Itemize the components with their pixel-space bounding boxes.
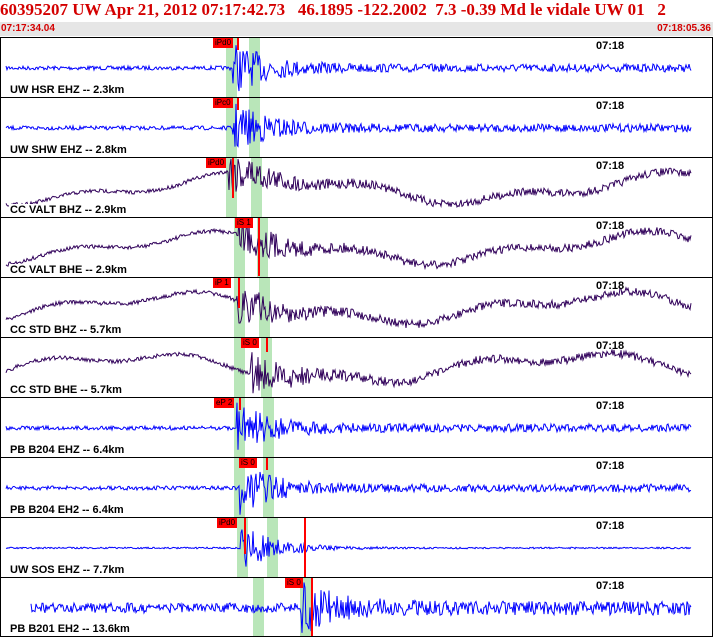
station-label: PB B204 EHZ -- 6.4km	[9, 444, 126, 456]
s-window-band	[249, 38, 260, 97]
pick-marker[interactable]: iP 1	[213, 278, 231, 288]
waveform-trace	[30, 582, 692, 633]
trace-panel-4[interactable]: iS 1 07:18 CC VALT BHE -- 2.9km	[0, 217, 713, 277]
pick-marker[interactable]: iS 0	[239, 458, 257, 468]
trace-panel-5[interactable]: iP 1 07:18 CC STD BHZ -- 5.7km	[0, 277, 713, 337]
end-time: 07:18:05.36	[657, 23, 711, 34]
s-window-band	[267, 518, 278, 577]
trace-panel-1[interactable]: iPd0 07:18 UW HSR EHZ -- 2.3km	[0, 37, 713, 97]
pick-line	[244, 518, 246, 554]
pick-marker[interactable]: iS 1	[235, 218, 253, 228]
trace-panel-10[interactable]: iS 0 07:18 PB B201 EH2 -- 13.6km	[0, 577, 713, 637]
p-window-band	[237, 518, 248, 577]
s-window-band	[251, 158, 262, 217]
header-bar: 60395207 UW Apr 21, 2012 07:17:42.73 46.…	[0, 0, 715, 37]
start-time: 07:17:34.04	[1, 23, 55, 34]
s-window-band	[261, 338, 272, 397]
station-label: CC VALT BHZ -- 2.9km	[9, 204, 128, 216]
trace-panel-3[interactable]: iPd0 07:18 CC VALT BHZ -- 2.9km	[0, 157, 713, 217]
s-window-band	[263, 458, 274, 517]
station-label: PB B204 EH2 -- 6.4km	[9, 504, 125, 516]
pick-line	[311, 578, 313, 636]
waveform-trace	[5, 158, 692, 209]
pick-line	[237, 38, 239, 50]
trace-panel-9[interactable]: iPd0 07:18 UW SOS EHZ -- 7.7km	[0, 517, 713, 577]
time-tick-label: 07:18	[596, 400, 625, 412]
waveform-trace	[5, 286, 692, 329]
pick-marker[interactable]: iS 0	[285, 578, 303, 588]
waveform-trace	[5, 349, 692, 394]
station-label: CC STD BHE -- 5.7km	[9, 384, 123, 396]
trace-panel-2[interactable]: iPc0 07:18 UW SHW EHZ -- 2.8km	[0, 97, 713, 157]
pick-marker[interactable]: iPc0	[213, 98, 233, 108]
time-tick-label: 07:18	[596, 520, 625, 532]
event-title: 60395207 UW Apr 21, 2012 07:17:42.73 46.…	[0, 0, 666, 19]
p-window-band	[234, 218, 245, 277]
secondary-pick-line	[304, 518, 306, 577]
station-label: UW HSR EHZ -- 2.3km	[9, 84, 126, 96]
s-window-band	[249, 98, 260, 157]
trace-panel-7[interactable]: eP 2 07:18 PB B204 EHZ -- 6.4km	[0, 397, 713, 457]
station-label: PB B201 EH2 -- 13.6km	[9, 623, 131, 635]
pick-line	[238, 278, 240, 308]
station-label: UW SOS EHZ -- 7.7km	[9, 564, 126, 576]
pick-line	[237, 98, 239, 110]
trace-panel-6[interactable]: iS 0 07:18 CC STD BHE -- 5.7km	[0, 337, 713, 397]
time-tick-label: 07:18	[596, 580, 625, 592]
time-tick-label: 07:18	[596, 160, 625, 172]
pick-marker[interactable]: iPd0	[213, 38, 234, 48]
pick-line	[258, 218, 260, 276]
pick-marker[interactable]: iPd0	[217, 518, 238, 528]
p-window-band	[226, 98, 237, 157]
time-tick-label: 07:18	[596, 100, 625, 112]
pick-marker[interactable]: iPd0	[206, 158, 227, 168]
pick-line	[266, 338, 268, 352]
p-window-band	[234, 338, 245, 397]
waveform-trace	[5, 103, 692, 148]
pick-marker[interactable]: iS 0	[241, 338, 259, 348]
waveform-trace	[5, 218, 692, 271]
time-range-bar: 07:17:34.04 07:18:05.36	[0, 22, 713, 36]
pick-line	[266, 458, 268, 470]
station-label: CC VALT BHE -- 2.9km	[9, 264, 128, 276]
time-tick-label: 07:18	[596, 280, 625, 292]
seismogram-panels: iPd0 07:18 UW HSR EHZ -- 2.3km iPc0 07:1…	[0, 37, 713, 637]
pick-marker[interactable]: eP 2	[214, 398, 235, 408]
time-tick-label: 07:18	[596, 460, 625, 472]
time-tick-label: 07:18	[596, 220, 625, 232]
waveform-trace	[5, 471, 692, 515]
waveform-trace	[5, 45, 692, 92]
time-tick-label: 07:18	[596, 340, 625, 352]
station-label: UW SHW EHZ -- 2.8km	[9, 144, 128, 156]
time-tick-label: 07:18	[596, 40, 625, 52]
pick-line	[232, 158, 234, 198]
p-window-band	[226, 158, 237, 217]
waveform-trace	[5, 529, 692, 567]
station-label: CC STD BHZ -- 5.7km	[9, 324, 123, 336]
trace-panel-8[interactable]: iS 0 07:18 PB B204 EH2 -- 6.4km	[0, 457, 713, 517]
waveform-trace	[5, 402, 692, 450]
pick-line	[239, 398, 241, 410]
